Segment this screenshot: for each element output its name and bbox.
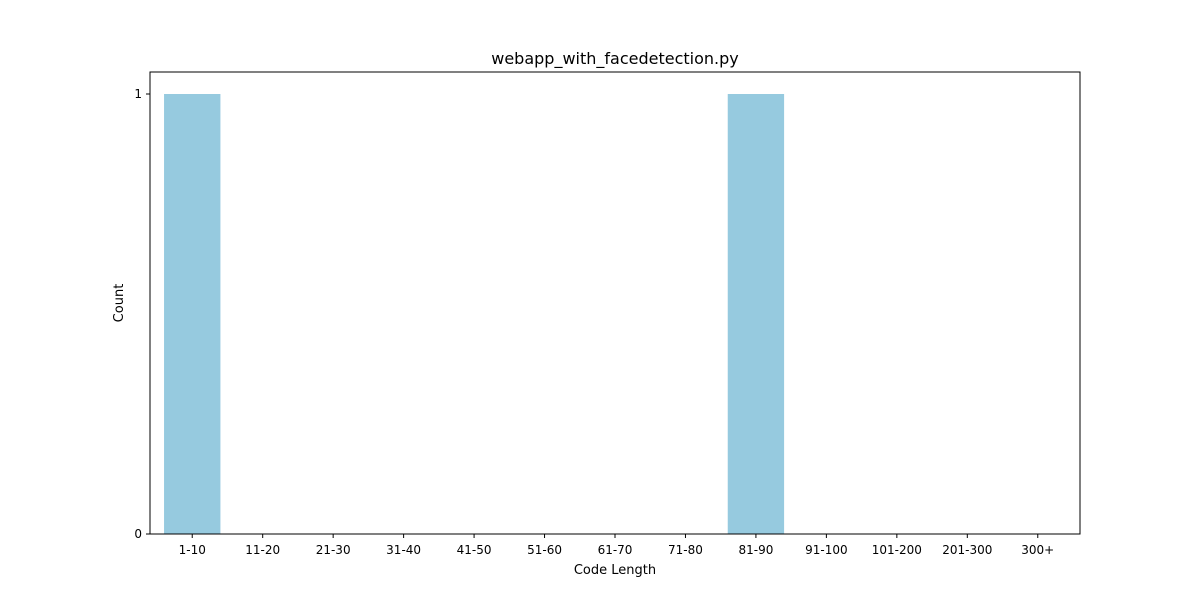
x-tick-label: 1-10 xyxy=(179,543,206,557)
y-axis-label: Count xyxy=(112,284,127,323)
chart-title: webapp_with_facedetection.py xyxy=(491,49,739,69)
x-tick-label: 21-30 xyxy=(316,543,351,557)
x-tick-label: 201-300 xyxy=(942,543,992,557)
x-tick-label: 81-90 xyxy=(738,543,773,557)
x-tick-label: 300+ xyxy=(1021,543,1054,557)
y-tick-label: 0 xyxy=(134,527,142,541)
x-tick-label: 101-200 xyxy=(872,543,922,557)
x-tick-label: 91-100 xyxy=(805,543,848,557)
y-tick-label: 1 xyxy=(134,87,142,101)
x-tick-label: 31-40 xyxy=(386,543,421,557)
bars-group xyxy=(164,94,784,534)
y-axis: 01 xyxy=(134,87,150,541)
x-tick-label: 51-60 xyxy=(527,543,562,557)
x-tick-label: 41-50 xyxy=(457,543,492,557)
x-tick-label: 11-20 xyxy=(245,543,280,557)
x-axis-label: Code Length xyxy=(574,563,656,578)
bar-81-90 xyxy=(728,94,784,534)
x-tick-label: 71-80 xyxy=(668,543,703,557)
plot-frame xyxy=(150,72,1080,534)
x-axis: 1-10 11-20 21-30 31-40 41-50 51-60 61-70 71-80 8… xyxy=(179,534,1055,557)
x-tick-label: 61-70 xyxy=(598,543,633,557)
bar-1-10 xyxy=(164,94,220,534)
